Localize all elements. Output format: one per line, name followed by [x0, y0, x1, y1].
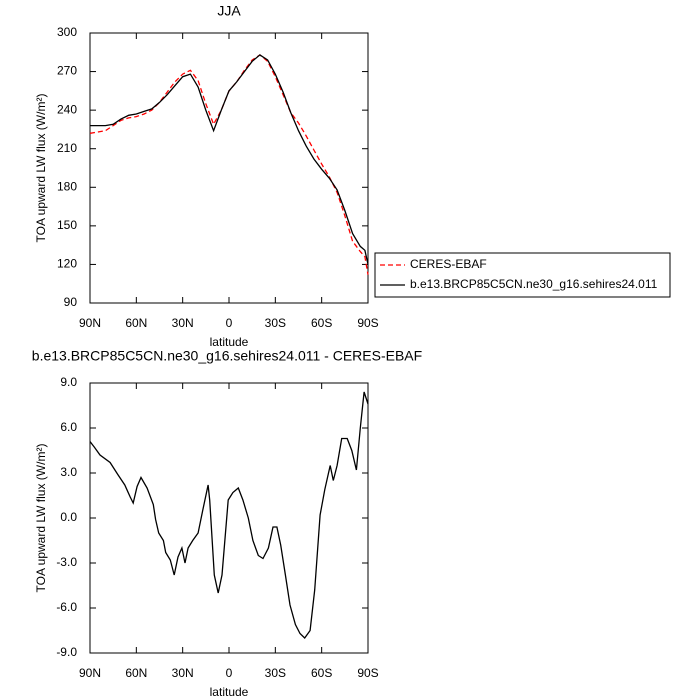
chart-title: b.e13.BRCP85C5CN.ne30_g16.sehires24.011 …: [32, 348, 422, 364]
data-line: [90, 54, 369, 265]
x-tick-label: 30N: [172, 316, 194, 330]
y-tick-label: 240: [57, 102, 77, 116]
y-tick-label: 300: [57, 25, 77, 39]
y-tick-label: 120: [57, 257, 77, 271]
y-tick-label: -3.0: [56, 555, 77, 569]
x-tick-label: 30S: [265, 666, 286, 680]
x-tick-label: 60N: [125, 316, 147, 330]
x-tick-label: 0: [226, 316, 233, 330]
plot-frame: [89, 382, 369, 654]
x-tick-label: 60S: [311, 316, 332, 330]
x-tick-label: 90N: [79, 666, 101, 680]
legend-label: b.e13.BRCP85C5CN.ne30_g16.sehires24.011: [410, 277, 658, 291]
y-tick-label: -6.0: [56, 600, 77, 614]
y-tick-label: 90: [64, 295, 78, 309]
y-tick-label: 6.0: [60, 420, 77, 434]
x-tick-label: 60S: [311, 666, 332, 680]
x-tick-label: 30S: [265, 316, 286, 330]
y-tick-label: 210: [57, 141, 77, 155]
legend-box: [374, 252, 671, 298]
y-tick-label: 0.0: [60, 510, 77, 524]
plot-frame: [89, 32, 369, 304]
data-line: [89, 391, 369, 639]
y-tick-label: 3.0: [60, 465, 77, 479]
y-tick-label: 180: [57, 179, 77, 193]
x-tick-label: 0: [226, 666, 233, 680]
chart-title: JJA: [217, 3, 241, 19]
data-line: [89, 54, 369, 275]
y-axis-label: TOA upward LW flux (W/m²): [34, 94, 48, 243]
x-axis-label: latitude: [210, 335, 249, 349]
y-axis-label: TOA upward LW flux (W/m²): [34, 444, 48, 593]
x-tick-label: 60N: [125, 666, 147, 680]
y-tick-label: 150: [57, 218, 77, 232]
y-tick-label: 9.0: [60, 375, 77, 389]
y-tick-label: 270: [57, 64, 77, 78]
legend-label: CERES-EBAF: [410, 257, 487, 271]
x-tick-label: 90S: [357, 316, 378, 330]
y-tick-label: -9.0: [56, 645, 77, 659]
x-tick-label: 90S: [357, 666, 378, 680]
x-axis-label: latitude: [210, 685, 249, 699]
x-tick-label: 30N: [172, 666, 194, 680]
x-tick-label: 90N: [79, 316, 101, 330]
